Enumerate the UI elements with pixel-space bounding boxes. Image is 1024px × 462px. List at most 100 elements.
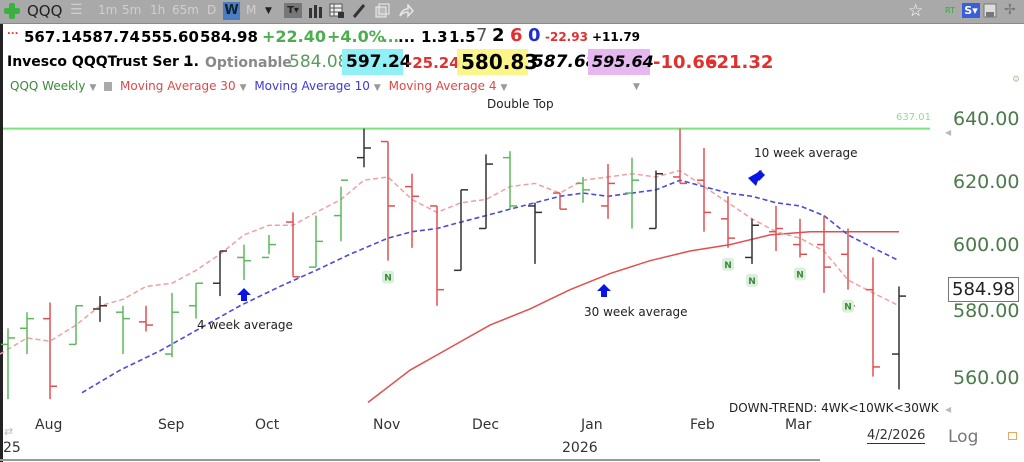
timeframe-m[interactable]: M (246, 3, 257, 17)
value-1-5: 1.5 (449, 28, 476, 46)
bottom-divider (0, 459, 820, 461)
move-icon[interactable]: ✢ (1004, 2, 1016, 18)
count-0: 0 (528, 25, 541, 46)
annotation-double-top: Double Top (487, 97, 554, 111)
arrow-up-icon-30wk (597, 284, 611, 297)
annotation-4-week: 4 week average (197, 318, 293, 332)
study-ma4[interactable]: Moving Average 4 (388, 79, 497, 93)
bar-style-icon[interactable] (308, 4, 324, 18)
lock-icon[interactable] (1008, 432, 1017, 440)
y-tick-600: 600.00 (953, 234, 1020, 256)
n-marker-badge (382, 270, 394, 284)
n-marker-text: N (796, 270, 804, 280)
dropdown-icon[interactable]: ▼ (89, 83, 97, 93)
x-sub-label-2026: 2026 (562, 440, 598, 456)
timeframe-1m[interactable]: 1m (98, 3, 118, 17)
change-value: +22.40 (262, 27, 327, 46)
axis-scroll-icon-2[interactable]: ◀ (945, 405, 952, 414)
text-tool-icon[interactable]: T▾ (284, 3, 302, 18)
rt-icon[interactable]: RT (945, 6, 955, 15)
timeframe-5m[interactable]: 5m (122, 3, 142, 17)
x-tick-mar: Mar (785, 417, 812, 433)
count-7: 7 (476, 25, 488, 46)
n-marker-badge (794, 267, 806, 281)
quote-row-2: Invesco QQQTrust Ser 1 ... Optionable 58… (0, 49, 1024, 75)
timeframe-1h[interactable]: 1h (150, 3, 166, 17)
x-tick-feb: Feb (690, 417, 715, 433)
study-ma10[interactable]: Moving Average 10 (254, 79, 370, 93)
yellow-value: 580.83 (457, 49, 538, 75)
optionable-label: Optionable (205, 55, 292, 71)
high-value: 587.74 (82, 28, 140, 46)
dropdown-icon[interactable]: ▼ (500, 83, 508, 93)
close-value: 584.98 (200, 28, 258, 46)
timeframe-65m[interactable]: 65m (172, 3, 199, 17)
n-marker-badge (746, 273, 758, 287)
scroll-arrows-icon[interactable]: ⇄ (4, 425, 14, 438)
x-tick-nov: Nov (373, 417, 401, 433)
diff-value-1: -22.93 (545, 30, 588, 44)
date-label[interactable]: 4/2/2026 (867, 428, 926, 444)
n-marker-badge (722, 257, 734, 271)
timeframe-d[interactable]: D (207, 3, 217, 17)
panel-dropdown-icon[interactable]: ▼ (633, 82, 640, 92)
study-qqq-weekly[interactable]: QQQ Weekly (10, 79, 86, 93)
row1-prefix: ... (7, 26, 19, 37)
n-marker-text: N (384, 274, 392, 284)
count-2: 2 (492, 25, 505, 46)
dots-1: ... (382, 28, 400, 46)
count-6: 6 (510, 25, 523, 46)
s-menu-icon[interactable]: S▾ (962, 3, 980, 18)
settings-icon[interactable]: ⚙ (1012, 75, 1021, 85)
cyan-diff: -25.24 (406, 54, 460, 72)
list-icon[interactable]: ☰ (70, 2, 83, 18)
x-tick-jan: Jan (581, 417, 603, 433)
pencil-icon[interactable] (352, 3, 366, 19)
study-legend: QQQ Weekly ▼ Moving Average 30 ▼ Moving Av… (10, 79, 511, 93)
axis-scroll-icon[interactable]: ◀ (945, 128, 952, 137)
dropdown-icon[interactable]: ▼ (373, 83, 381, 93)
star-icon[interactable]: ☆ (908, 1, 924, 21)
ma4-line (0, 169, 900, 355)
diff-b: -21.32 (709, 52, 774, 73)
x-tick-dec: Dec (472, 417, 500, 433)
annotation-10-week: 10 week average (754, 146, 858, 160)
y-tick-580: 580.00 (953, 300, 1020, 322)
grid-icon[interactable] (104, 82, 113, 91)
layers-icon[interactable] (374, 3, 390, 19)
dropdown-icon[interactable]: ▼ (239, 83, 247, 93)
share-icon[interactable] (398, 4, 414, 18)
ma30-line (367, 230, 899, 403)
value-1-3: 1.3 (421, 28, 448, 46)
study-ma30[interactable]: Moving Average 30 (120, 79, 236, 93)
n-marker-text: N (724, 261, 732, 271)
y-tick-620: 620.00 (953, 171, 1020, 193)
arrow-up-icon-4wk (237, 288, 251, 301)
y-tick-560: 560.00 (953, 367, 1020, 389)
arrow-down-icon-10wk (748, 170, 765, 186)
grid-add-icon[interactable] (329, 3, 345, 19)
add-symbol-icon[interactable] (4, 3, 20, 19)
window-edge (0, 24, 3, 462)
save-icon[interactable] (983, 3, 997, 19)
log-scale-toggle[interactable]: Log (948, 427, 979, 447)
n-marker-text: N (844, 303, 852, 313)
last-value: 584.08 (289, 52, 349, 72)
reference-line-label: 637.01 (896, 112, 931, 123)
diff-value-2: +11.79 (592, 30, 641, 44)
ma10-line (81, 179, 900, 394)
n-marker-text: N (748, 277, 756, 287)
annotation-downtrend: DOWN-TREND: 4WK<10WK<30WK (729, 403, 939, 412)
x-tick-sep: Sep (158, 417, 185, 433)
timeframe-w[interactable]: W (223, 2, 240, 20)
open-value: 567.14 (24, 28, 82, 46)
dots-2: ... (398, 28, 416, 46)
x-sub-label-year-25: 25 (3, 440, 21, 456)
x-tick-aug: Aug (35, 417, 63, 433)
timeframe-dropdown-icon[interactable]: ▼ (265, 6, 272, 16)
change-pct-value: +4.0% (327, 27, 385, 46)
name-dots: ... (183, 54, 199, 70)
symbol-label[interactable]: QQQ (27, 2, 63, 20)
annotation-30-week: 30 week average (584, 305, 688, 319)
